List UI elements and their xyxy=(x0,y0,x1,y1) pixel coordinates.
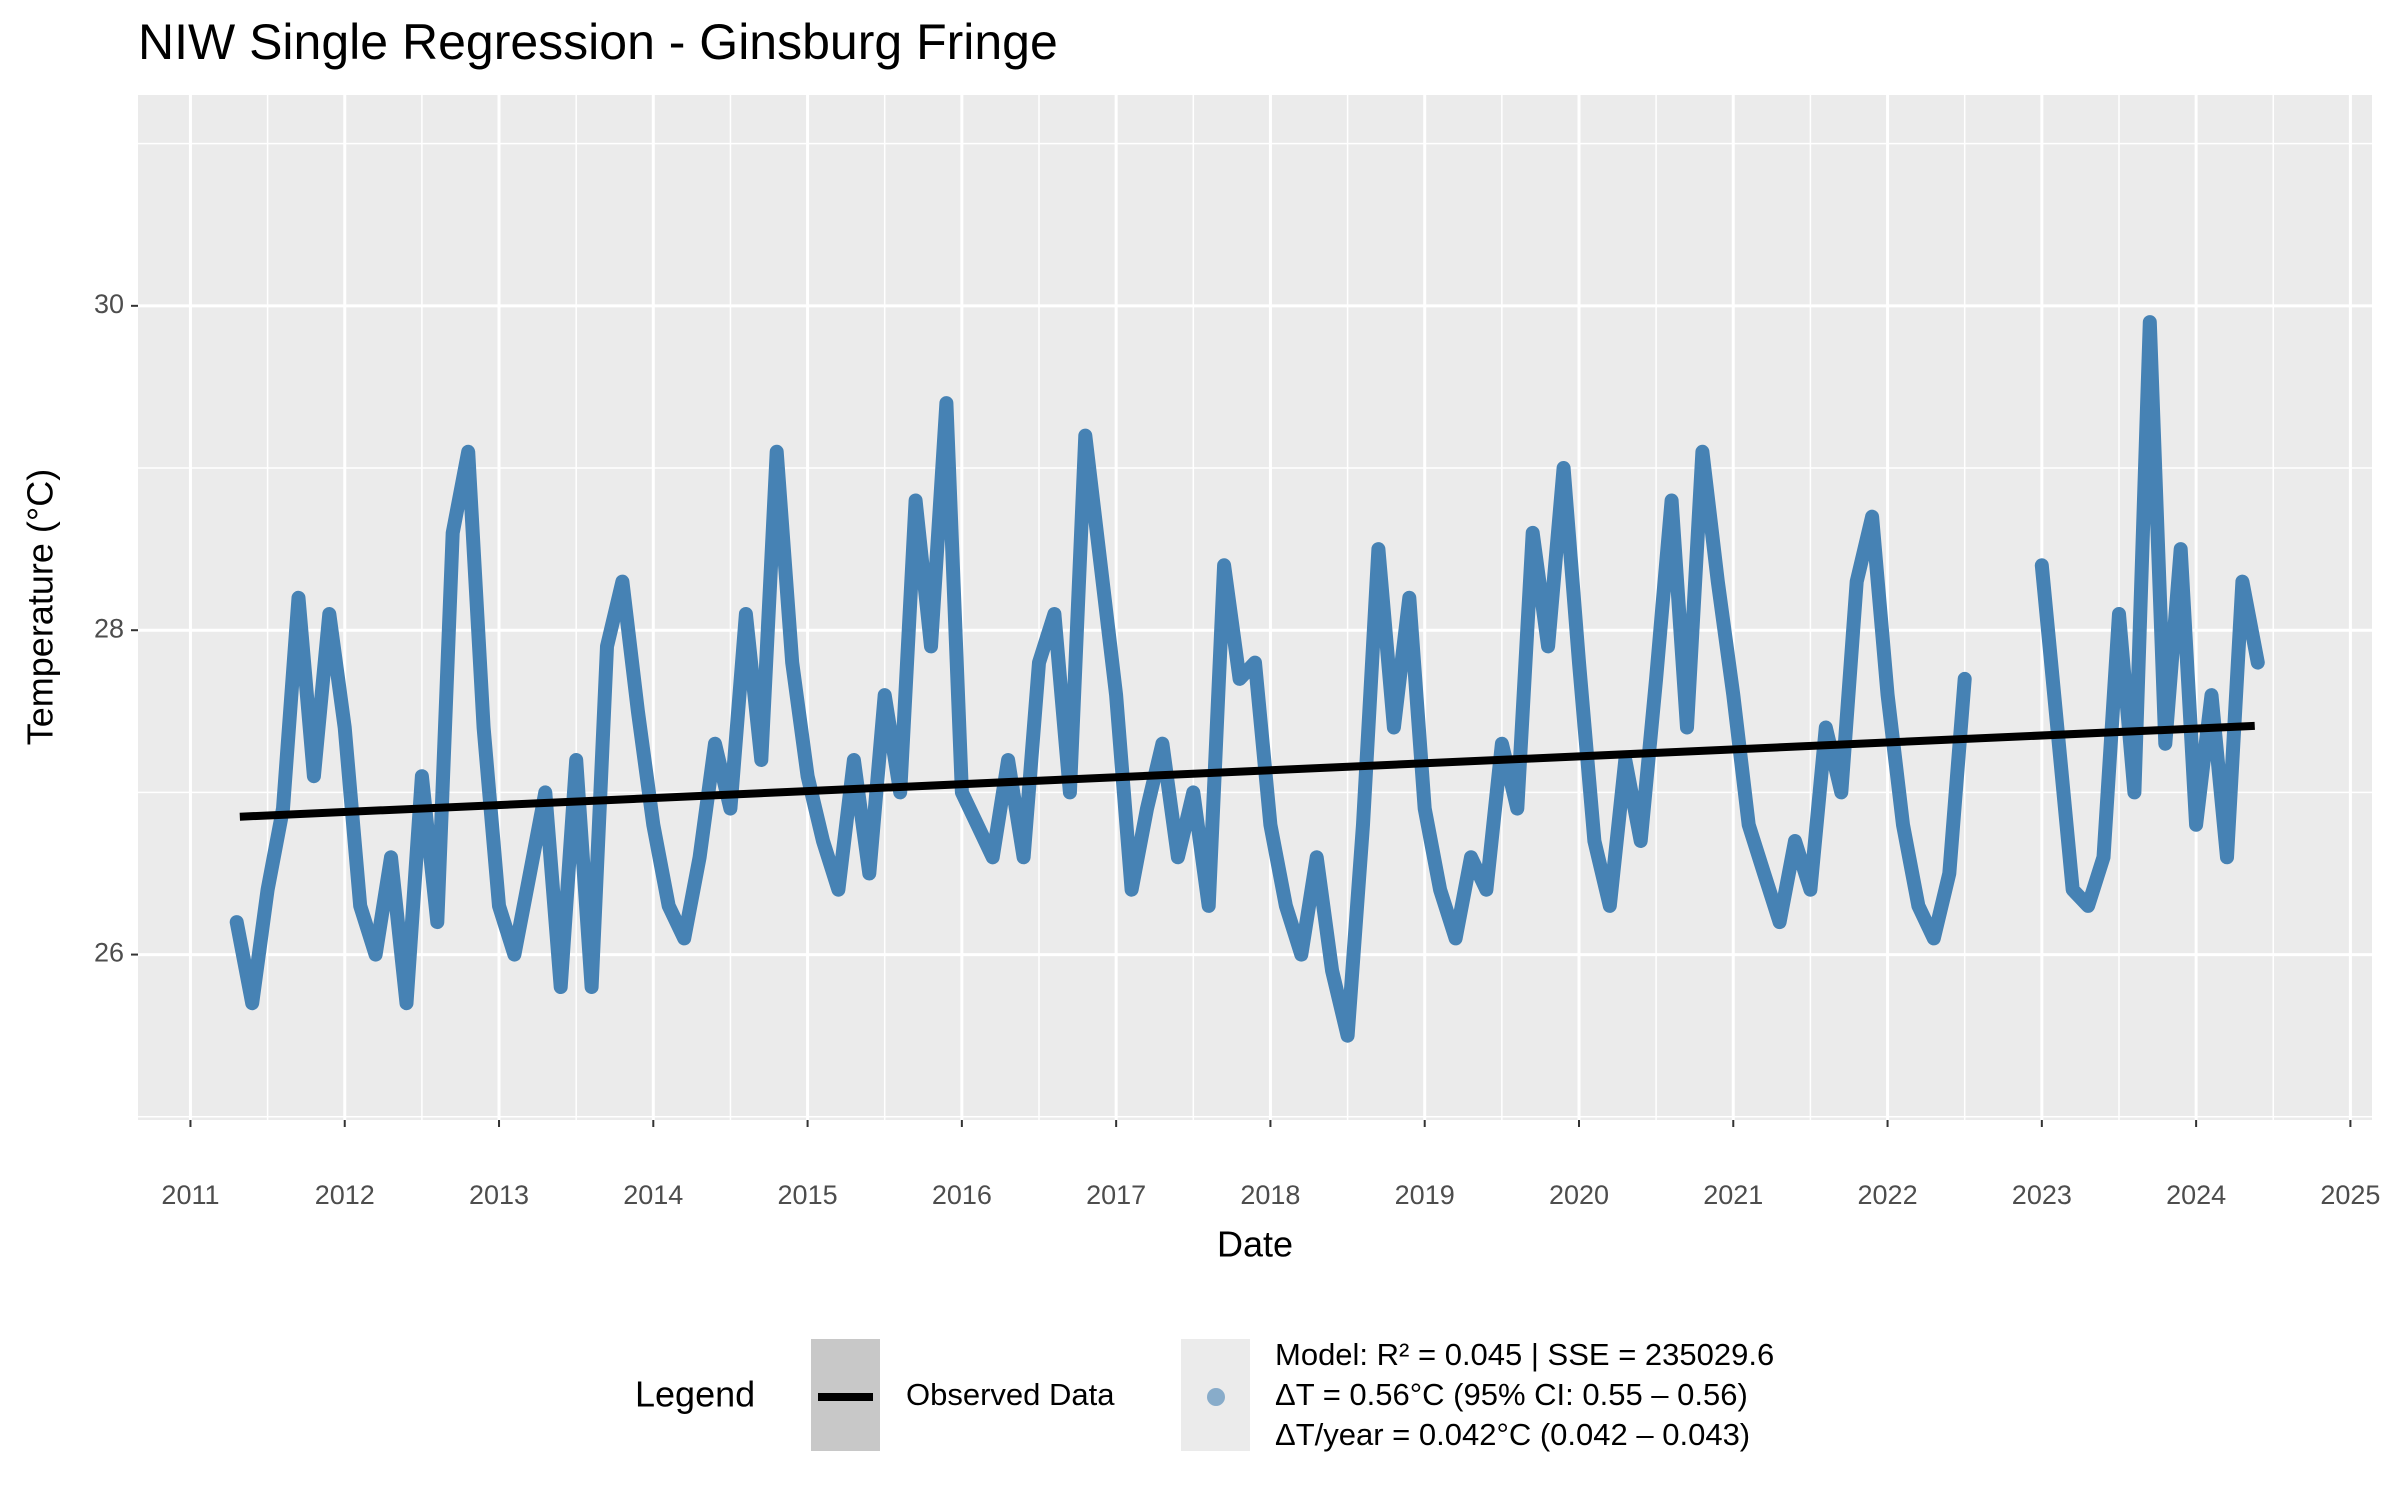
grid xyxy=(138,95,2372,1120)
legend-title: Legend xyxy=(635,1374,755,1415)
x-tick-label: 2025 xyxy=(2320,1180,2380,1210)
x-tick-label: 2019 xyxy=(1395,1180,1455,1210)
marks xyxy=(229,315,2265,1043)
chart-title: NIW Single Regression - Ginsburg Fringe xyxy=(138,14,1058,70)
legend-label: Observed Data xyxy=(906,1377,1115,1412)
regression-line xyxy=(239,721,2255,821)
x-tick-label: 2016 xyxy=(932,1180,992,1210)
x-tick-label: 2011 xyxy=(161,1180,219,1210)
x-axis-title: Date xyxy=(1217,1224,1293,1265)
x-tick-label: 2024 xyxy=(2166,1180,2226,1210)
x-tick-label: 2018 xyxy=(1240,1180,1300,1210)
y-tick-label: 30 xyxy=(94,289,124,319)
x-tick-label: 2013 xyxy=(469,1180,529,1210)
x-tick-label: 2023 xyxy=(2012,1180,2072,1210)
y-tick-label: 26 xyxy=(94,938,124,968)
y-tick-label: 28 xyxy=(94,613,124,643)
x-tick-label: 2012 xyxy=(315,1180,375,1210)
y-axis-title: Temperature (°C) xyxy=(20,469,61,745)
legend-note: ΔT = 0.56°C (95% CI: 0.55 – 0.56) xyxy=(1275,1377,1748,1412)
x-tick-label: 2020 xyxy=(1549,1180,1609,1210)
x-tick-label: 2017 xyxy=(1086,1180,1146,1210)
x-tick-label: 2014 xyxy=(623,1180,683,1210)
legend-key-dot xyxy=(1207,1388,1225,1406)
legend-label: Model: R² = 0.045 | SSE = 235029.6 xyxy=(1275,1337,1774,1372)
x-tick-label: 2021 xyxy=(1703,1180,1763,1210)
x-tick-label: 2015 xyxy=(778,1180,838,1210)
legend-note: ΔT/year = 0.042°C (0.042 – 0.043) xyxy=(1275,1417,1750,1452)
data-line xyxy=(229,315,2265,1043)
x-tick-label: 2022 xyxy=(1858,1180,1918,1210)
